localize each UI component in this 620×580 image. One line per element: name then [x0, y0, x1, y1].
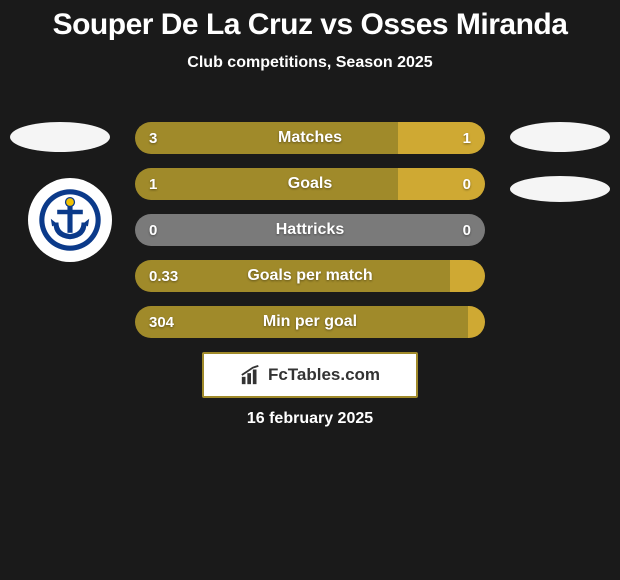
bar-chart-icon — [240, 364, 262, 386]
stat-label: Matches — [135, 122, 485, 154]
anchor-shield-icon — [38, 188, 102, 252]
date-label: 16 february 2025 — [0, 410, 620, 428]
comparison-bars: 31Matches 10Goals 00Hattricks 0.33Goals per… — [135, 122, 485, 352]
stat-label: Min per goal — [135, 306, 485, 338]
site-attribution: FcTables.com — [202, 352, 418, 398]
stat-row: 10Goals — [135, 168, 485, 200]
player-right-club-placeholder — [510, 176, 610, 202]
stat-label: Hattricks — [135, 214, 485, 246]
stat-label: Goals per match — [135, 260, 485, 292]
page-subtitle: Club competitions, Season 2025 — [0, 54, 620, 72]
club-badge-left — [28, 178, 112, 262]
stat-row: 304Min per goal — [135, 306, 485, 338]
player-left-avatar-placeholder — [10, 122, 110, 152]
site-attribution-text: FcTables.com — [268, 365, 380, 385]
player-right-avatar-placeholder — [510, 122, 610, 152]
stat-row: 31Matches — [135, 122, 485, 154]
stat-row: 0.33Goals per match — [135, 260, 485, 292]
stat-row: 00Hattricks — [135, 214, 485, 246]
page-title: Souper De La Cruz vs Osses Miranda — [0, 8, 620, 42]
stat-label: Goals — [135, 168, 485, 200]
